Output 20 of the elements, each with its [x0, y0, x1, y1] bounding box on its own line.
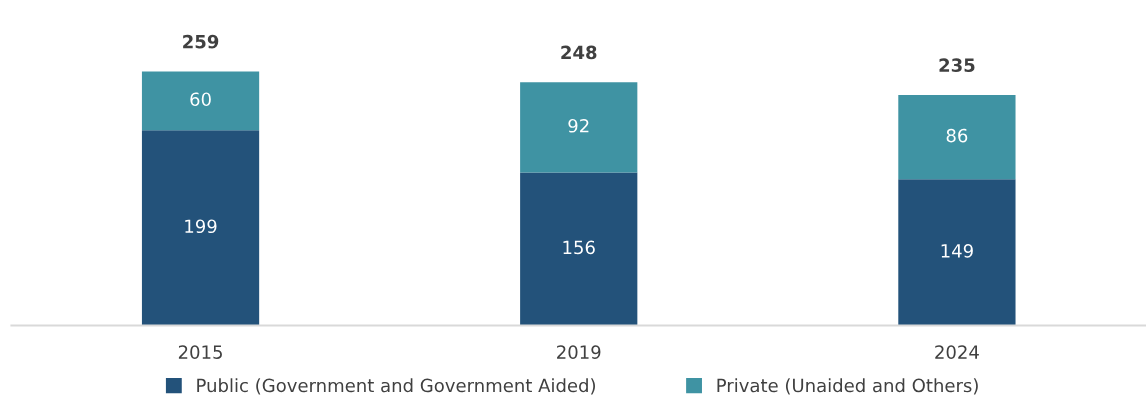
data-label: 60 — [190, 92, 211, 107]
data-label: 86 — [946, 128, 968, 143]
data-label: 149 — [941, 243, 973, 258]
total-label: 248 — [561, 45, 597, 60]
bar — [520, 172, 638, 326]
data-label: 92 — [568, 118, 589, 133]
legend-label: Public (Government and Government Aided) — [197, 378, 595, 395]
bar — [141, 71, 260, 131]
bar — [520, 82, 638, 173]
x-tick-label: 2024 — [935, 345, 979, 359]
x-tick-label: 2015 — [178, 345, 222, 359]
bar — [898, 94, 1016, 180]
bar — [898, 179, 1016, 326]
total-label: 235 — [939, 58, 975, 73]
bar — [141, 130, 260, 326]
total-label: 259 — [183, 34, 219, 49]
x-tick-label: 2019 — [557, 345, 601, 359]
data-label: 156 — [563, 240, 595, 255]
legend-label: Private (Unaided and Others) — [717, 378, 978, 395]
data-label: 199 — [185, 219, 217, 234]
